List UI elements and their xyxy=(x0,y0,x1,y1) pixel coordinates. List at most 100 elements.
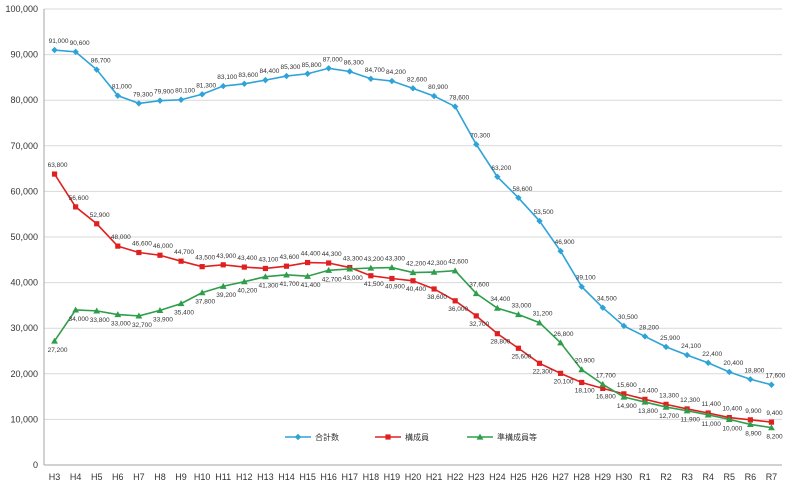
data-label: 83,100 xyxy=(217,74,237,81)
x-tick-label: R6 xyxy=(745,472,757,482)
data-point xyxy=(578,283,585,290)
data-label: 41,400 xyxy=(301,282,321,289)
legend-entry: 合計数 xyxy=(285,432,339,442)
data-label: 16,800 xyxy=(596,393,616,400)
x-tick-label: H21 xyxy=(426,472,443,482)
data-label: 20,400 xyxy=(723,360,743,367)
data-point xyxy=(93,307,101,314)
data-point xyxy=(515,194,522,201)
data-label: 85,300 xyxy=(281,64,301,71)
data-point xyxy=(494,173,501,181)
data-point xyxy=(199,264,205,270)
data-label: 43,200 xyxy=(364,256,384,263)
data-point xyxy=(198,91,206,98)
data-label: 12,700 xyxy=(659,413,679,420)
data-label: 81,300 xyxy=(196,82,216,89)
data-label: 39,100 xyxy=(576,275,596,282)
data-point xyxy=(683,351,691,359)
data-label: 15,600 xyxy=(617,382,637,389)
data-label: 53,500 xyxy=(534,209,554,216)
data-point xyxy=(115,243,121,249)
data-label: 78,600 xyxy=(449,95,469,102)
data-point xyxy=(346,68,353,75)
data-point xyxy=(93,66,100,73)
x-tick-label: R1 xyxy=(639,472,651,482)
data-label: 41,700 xyxy=(280,281,300,288)
y-axis-tick-labels: 0 10,000 20,000 30,000 40,000 50,000 60,000 70,… xyxy=(5,4,38,470)
data-point xyxy=(410,278,416,284)
data-label: 86,300 xyxy=(344,59,364,66)
data-point xyxy=(367,264,375,271)
data-label: 90,600 xyxy=(70,40,90,47)
data-label: 12,300 xyxy=(680,397,700,404)
x-tick-label: H24 xyxy=(489,472,506,482)
x-tick-label: H5 xyxy=(91,472,103,482)
x-tick-label: H7 xyxy=(133,472,145,482)
data-label: 84,200 xyxy=(386,69,406,76)
data-label: 27,200 xyxy=(48,347,68,354)
data-point xyxy=(558,370,564,376)
data-point xyxy=(620,393,628,400)
data-point xyxy=(156,307,164,314)
data-label: 32,700 xyxy=(132,322,152,329)
data-point xyxy=(578,366,586,373)
data-label: 63,200 xyxy=(491,165,511,172)
data-point xyxy=(557,339,564,346)
data-point xyxy=(220,262,226,268)
data-point xyxy=(536,319,543,326)
data-label: 84,400 xyxy=(259,68,279,75)
data-point xyxy=(72,48,79,56)
data-point xyxy=(662,403,670,410)
data-point xyxy=(641,333,649,340)
data-point xyxy=(367,75,375,82)
x-tick-label: R3 xyxy=(681,472,693,482)
data-point xyxy=(600,385,606,391)
data-label: 46,900 xyxy=(555,239,575,246)
data-label: 82,600 xyxy=(407,76,427,83)
y-tick-label: 60,000 xyxy=(10,186,38,196)
data-label: 33,000 xyxy=(111,321,131,328)
data-label: 28,800 xyxy=(490,339,510,346)
data-label: 42,200 xyxy=(406,261,426,268)
data-label: 40,200 xyxy=(237,288,257,295)
data-label: 46,000 xyxy=(153,243,173,250)
data-point xyxy=(641,398,649,405)
data-point xyxy=(704,411,712,418)
legend-marker xyxy=(385,434,391,440)
data-point xyxy=(515,345,522,351)
y-tick-label: 20,000 xyxy=(10,369,38,379)
data-point xyxy=(451,103,459,110)
x-tick-label: H27 xyxy=(552,472,569,482)
data-label: 9,400 xyxy=(766,410,783,417)
data-label: 85,800 xyxy=(302,62,322,69)
data-point xyxy=(768,419,775,425)
data-label: 38,600 xyxy=(427,294,447,301)
x-tick-label: R4 xyxy=(702,472,714,482)
data-point xyxy=(283,271,290,278)
data-point xyxy=(473,313,479,319)
data-label: 25,600 xyxy=(511,353,531,360)
data-point xyxy=(178,258,184,264)
data-point xyxy=(599,304,606,311)
x-tick-label: H3 xyxy=(49,472,61,482)
legend-label: 構成員 xyxy=(405,432,429,442)
data-point xyxy=(409,269,417,276)
data-point xyxy=(262,265,268,272)
data-point xyxy=(557,247,564,255)
data-point xyxy=(304,70,311,77)
data-point xyxy=(409,85,417,92)
legend-entry: 構成員 xyxy=(375,432,429,442)
data-label: 20,100 xyxy=(554,378,574,385)
x-tick-label: R7 xyxy=(766,472,778,482)
x-tick-label: R5 xyxy=(724,472,736,482)
data-point xyxy=(768,424,775,431)
x-tick-label: H19 xyxy=(384,472,401,482)
data-label: 41,300 xyxy=(258,283,278,290)
data-point xyxy=(51,46,58,54)
data-label: 70,300 xyxy=(470,132,490,139)
data-label: 34,400 xyxy=(490,296,510,303)
data-point xyxy=(368,273,374,279)
x-tick-label: H28 xyxy=(573,472,590,482)
